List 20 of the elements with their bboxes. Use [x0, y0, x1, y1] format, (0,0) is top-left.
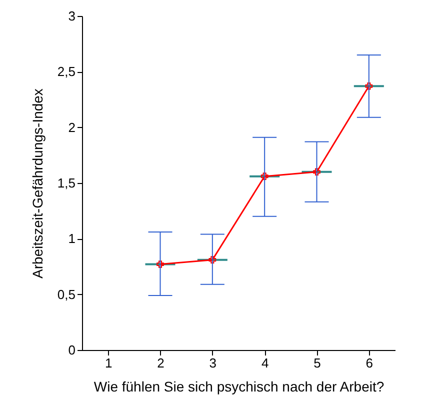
point — [313, 168, 320, 176]
x-tick-label: 3 — [209, 356, 217, 370]
x-tick-label: 6 — [366, 356, 374, 370]
x-axis-title: Wie fühlen Sie sich psychisch nach der Arbeit? — [94, 378, 384, 394]
x-tick-label: 5 — [314, 356, 321, 370]
x-tick-label: 2 — [157, 356, 164, 370]
y-tick-label: 1 — [68, 231, 76, 246]
y-tick-label: 2 — [68, 120, 76, 135]
point — [156, 260, 164, 268]
point — [208, 256, 216, 264]
x-tick-label: 4 — [261, 356, 269, 370]
y-tick-label: 2,5 — [57, 64, 76, 80]
y-tick-label: 3 — [68, 8, 76, 24]
x-tick-label: 1 — [104, 356, 112, 370]
y-tick-label: 0,5 — [57, 286, 76, 302]
y-tick-label: 0 — [68, 342, 76, 358]
point — [365, 82, 373, 90]
point — [260, 172, 268, 180]
y-tick-label: 1,5 — [57, 176, 76, 190]
y-axis-title: Arbeitszeit-Gefährdungs-Index — [29, 88, 46, 278]
